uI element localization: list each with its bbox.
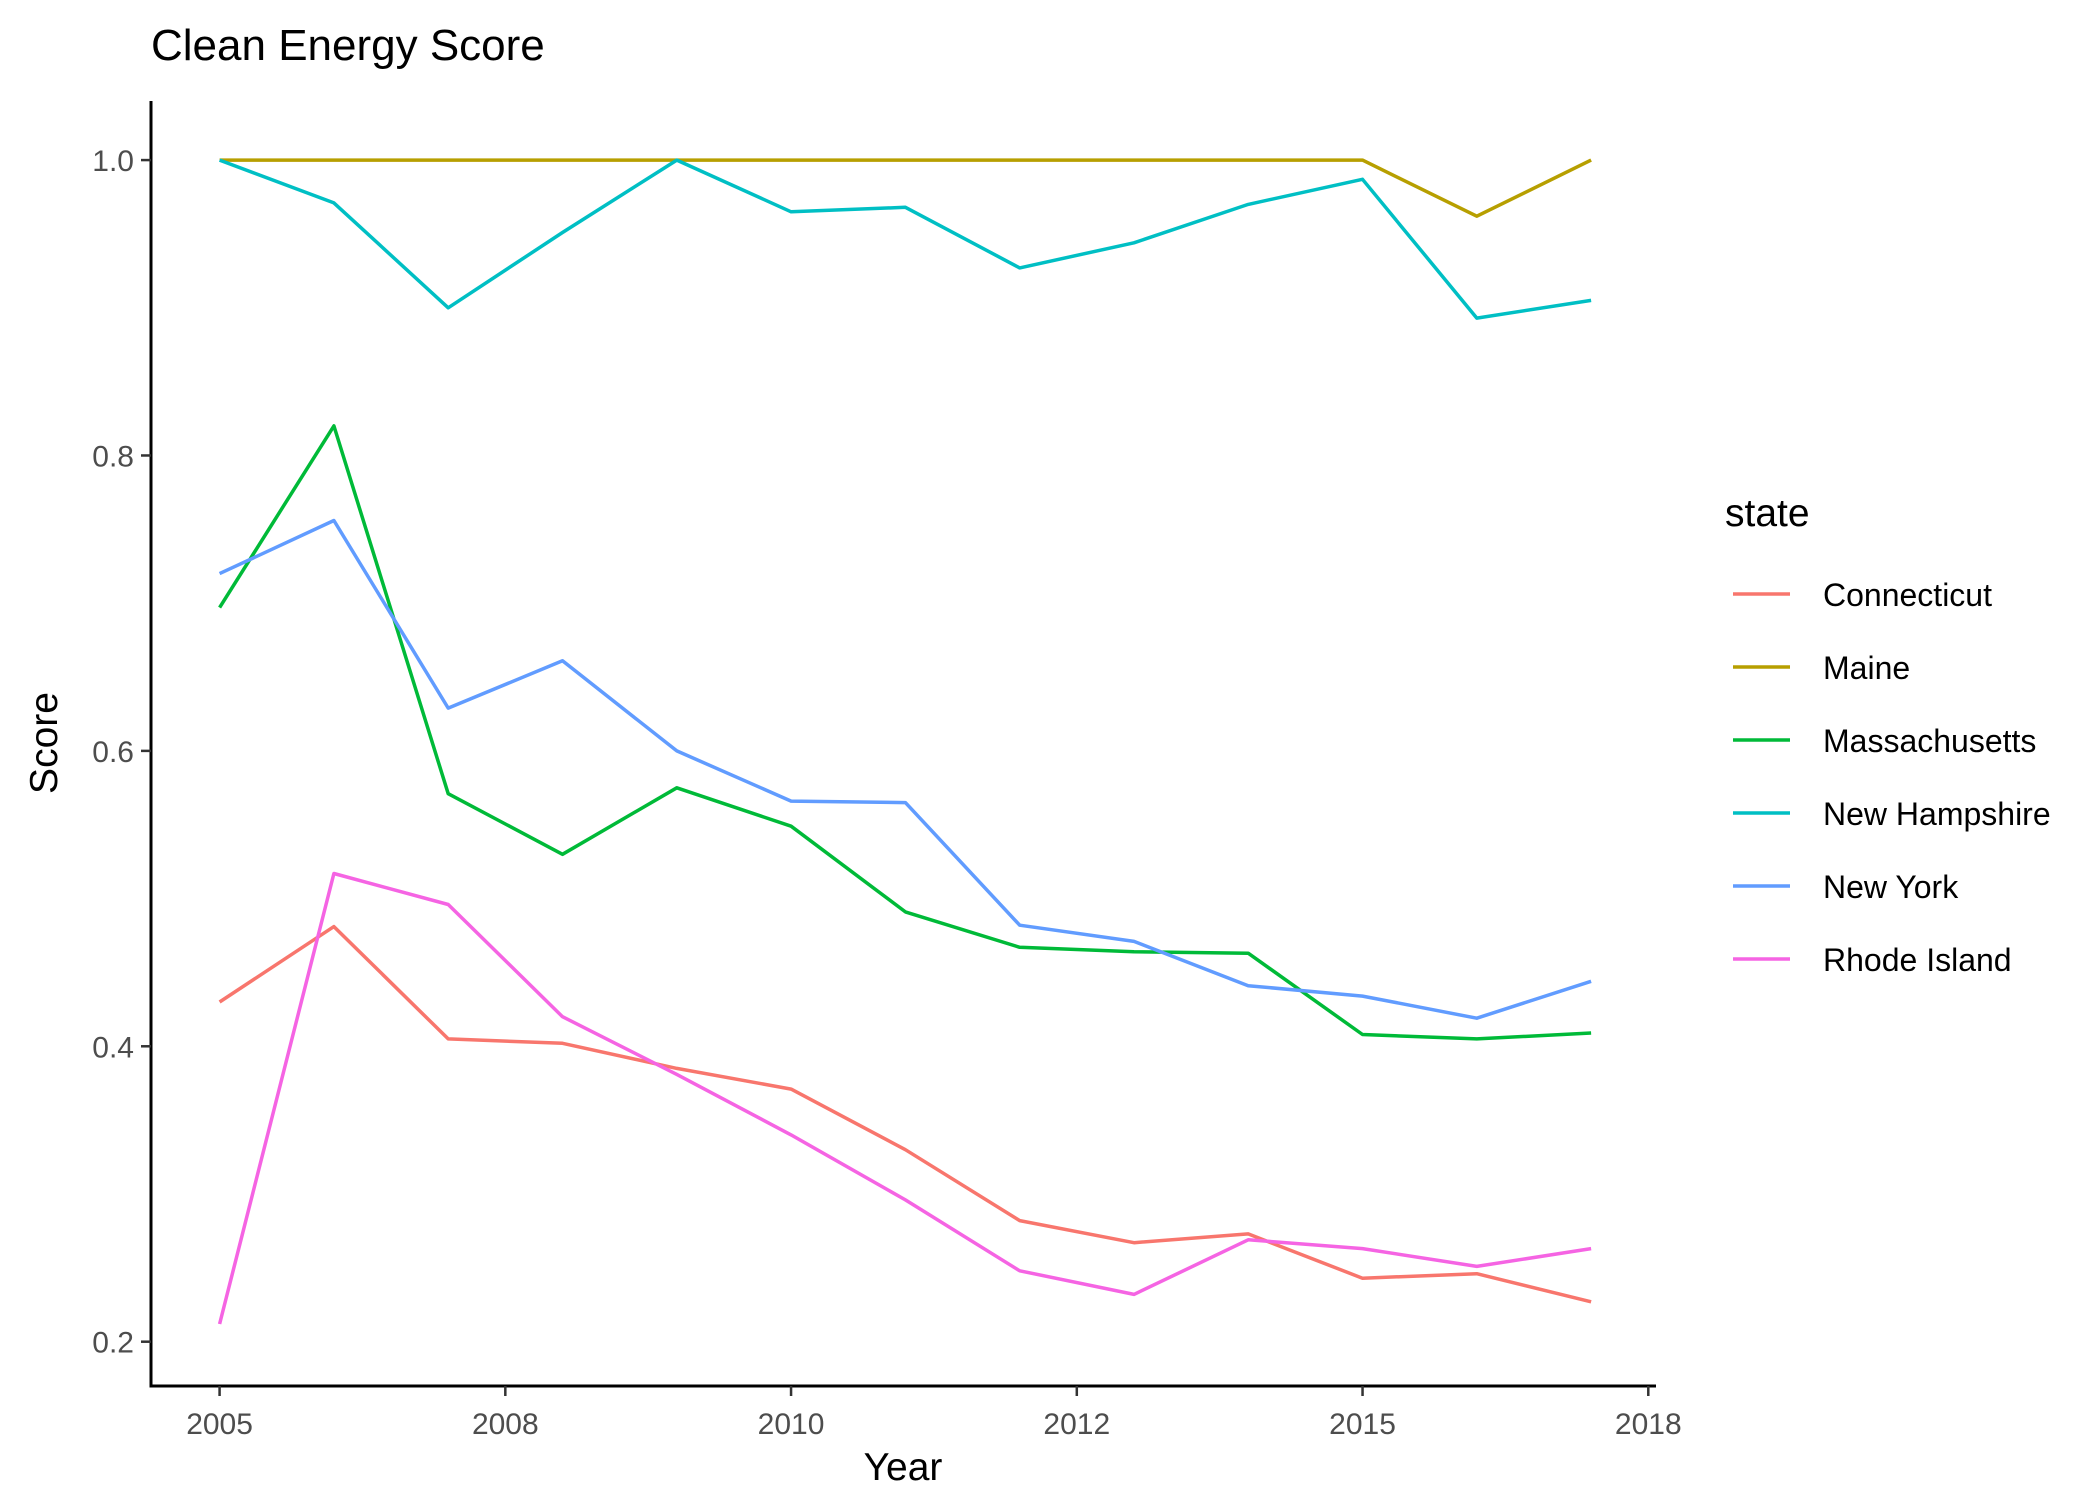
series-lines [217, 158, 1592, 1325]
legend-label: New York [1823, 869, 1959, 905]
y-tick-label: 0.4 [92, 1031, 134, 1064]
x-tick-label: 2015 [1329, 1408, 1396, 1441]
y-axis-title: Score [23, 692, 66, 794]
series-line-new-york [218, 518, 1592, 1020]
x-axis-ticks: 2005 2008 2010 2012 2015 2018 [186, 1386, 1682, 1441]
y-axis-ticks: 0.2 0.4 0.6 0.8 1.0 [92, 145, 151, 1360]
series-line-rhode-island [217, 871, 1592, 1325]
legend-item-maine: Maine [1733, 650, 1910, 686]
y-tick-label: 1.0 [92, 145, 134, 178]
legend-item-massachusetts: Massachusetts [1733, 723, 2036, 759]
x-tick-label: 2018 [1615, 1408, 1682, 1441]
x-tick-label: 2010 [758, 1408, 825, 1441]
chart-title: Clean Energy Score [151, 21, 545, 70]
x-tick-label: 2012 [1043, 1408, 1110, 1441]
legend-label: Rhode Island [1823, 942, 2012, 978]
y-tick-label: 0.8 [92, 440, 134, 473]
x-tick-label: 2005 [186, 1408, 253, 1441]
legend-item-connecticut: Connecticut [1733, 577, 1992, 613]
legend-item-new-york: New York [1733, 869, 1959, 905]
legend-label: Maine [1823, 650, 1910, 686]
legend-item-new-hampshire: New Hampshire [1733, 796, 2051, 832]
legend-label: Connecticut [1823, 577, 1992, 613]
legend-label: Massachusetts [1823, 723, 2036, 759]
legend-label: New Hampshire [1823, 796, 2051, 832]
series-line-connecticut [218, 924, 1592, 1304]
y-tick-label: 0.2 [92, 1327, 134, 1360]
series-line-maine [219, 158, 1592, 218]
series-line-new-hampshire [218, 158, 1592, 320]
y-tick-label: 0.6 [92, 736, 134, 769]
legend-item-rhode-island: Rhode Island [1733, 942, 2012, 978]
x-tick-label: 2008 [472, 1408, 539, 1441]
x-axis-title: Year [864, 1446, 943, 1489]
legend: state Connecticut Maine Massachusetts New H… [1725, 492, 2051, 978]
legend-title: state [1725, 492, 1810, 535]
series-line-massachusetts [218, 424, 1592, 1041]
